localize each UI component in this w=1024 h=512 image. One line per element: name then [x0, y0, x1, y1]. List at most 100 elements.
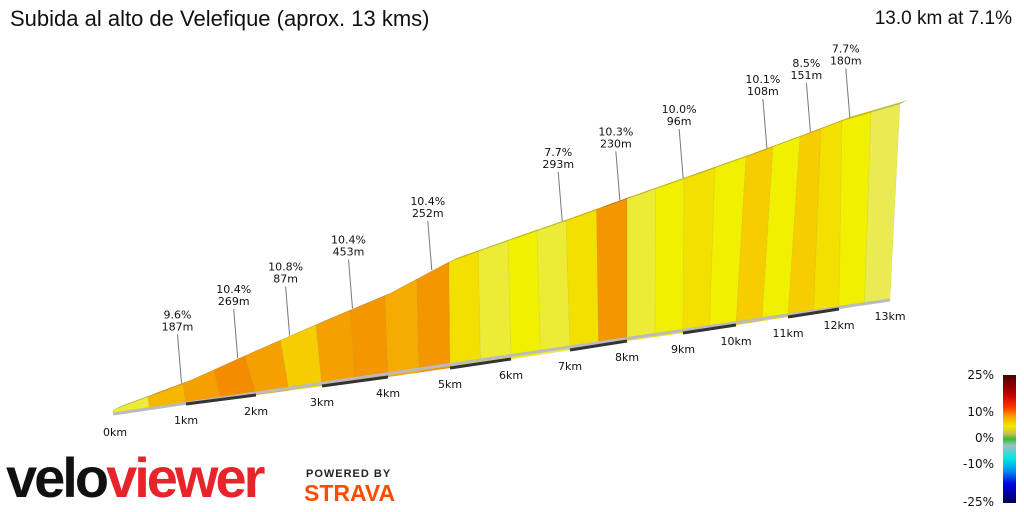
x-tick-label: 10km	[720, 335, 751, 348]
segment-top-surface	[746, 143, 781, 157]
x-tick-label: 12km	[823, 319, 854, 332]
page-title: Subida al alto de Velefique (aprox. 13 k…	[10, 6, 430, 31]
x-tick-label: 1km	[174, 414, 198, 427]
strava-logo[interactable]: STRAVA	[304, 480, 396, 506]
annotation-leader	[427, 221, 433, 271]
annotation-leader	[845, 68, 851, 118]
km-band	[569, 339, 628, 352]
gradient-segment	[350, 295, 389, 382]
annotation-length: 293m	[542, 158, 574, 171]
x-tick-label: 0km	[103, 426, 127, 439]
annotation-gradient: 10.4%	[331, 234, 366, 247]
x-tick-label: 8km	[615, 351, 639, 364]
annotation-leader	[615, 151, 621, 201]
annotation-gradient: 7.7%	[832, 42, 860, 55]
baseline	[112, 298, 891, 416]
segment-top-surface	[800, 125, 829, 137]
annotation-gradient: 9.6%	[164, 308, 192, 321]
segment-top-surface	[773, 133, 808, 147]
annotation-gradient: 7.7%	[544, 146, 572, 159]
gradient-segment	[315, 310, 356, 387]
km-band	[185, 393, 257, 406]
segment-top-surface	[821, 117, 850, 129]
gradient-segment	[478, 240, 512, 364]
segment-top-surface	[871, 100, 908, 113]
segment-top-surface	[417, 258, 457, 279]
annotation-length: 180m	[830, 54, 862, 67]
km-band	[449, 357, 512, 370]
gradient-segment	[536, 220, 571, 355]
segment-top-surface	[596, 195, 635, 210]
veloviewer-logo[interactable]: veloviewer	[6, 446, 265, 509]
annotation-gradient: 10.3%	[598, 125, 633, 138]
annotation-leader	[233, 309, 239, 359]
segment-top-surface	[280, 321, 324, 341]
annotation-leader	[557, 171, 563, 222]
annotation-leader	[805, 82, 811, 132]
x-tick-label: 2km	[244, 405, 268, 418]
legend-label: 10%	[967, 405, 994, 419]
segment-top-surface	[449, 247, 487, 262]
gradient-segment	[507, 230, 541, 360]
x-tick-label: 9km	[671, 343, 695, 356]
segment-top-surface	[566, 206, 605, 221]
segment-top-surface	[148, 380, 191, 397]
km-band	[682, 323, 737, 335]
annotation-length: 230m	[600, 137, 632, 150]
annotation-length: 87m	[273, 272, 298, 285]
x-tick-label: 11km	[772, 327, 803, 340]
segment-top-surface	[508, 227, 545, 241]
climb-summary: 13.0 km at 7.1%	[874, 8, 1012, 29]
km-band	[321, 375, 389, 388]
powered-by-label: POWERED BY	[306, 468, 392, 480]
segment-top-surface	[316, 306, 359, 325]
legend-label: -25%	[962, 495, 994, 509]
x-tick-label: 4km	[376, 387, 400, 400]
gradient-segment	[448, 251, 481, 369]
legend-label: -10%	[962, 457, 994, 471]
segment-top-surface	[842, 108, 879, 121]
annotation-length: 187m	[162, 320, 194, 333]
segment-top-surface	[627, 185, 664, 199]
annotation-gradient: 10.1%	[745, 73, 780, 86]
x-tick-label: 6km	[499, 369, 523, 382]
gradient-segment	[416, 261, 451, 373]
gradient-segment	[626, 188, 656, 342]
annotation-leader	[177, 334, 182, 384]
annotation-leader	[285, 286, 291, 336]
annotation-gradient: 8.5%	[792, 57, 820, 70]
gradient-segment	[654, 178, 685, 338]
segment-top-surface	[684, 164, 723, 179]
segment-top-surface	[385, 275, 425, 296]
annotation-length: 252m	[412, 207, 444, 220]
annotation-leader	[348, 259, 353, 309]
segment-top-surface	[183, 366, 222, 384]
segment-top-surface	[245, 336, 289, 356]
annotation-length: 269m	[218, 295, 250, 308]
annotation-length: 151m	[791, 69, 823, 82]
km-band	[787, 307, 840, 319]
annotation-length: 108m	[747, 85, 779, 98]
annotation-gradient: 10.0%	[662, 103, 697, 116]
segment-top-surface	[350, 292, 393, 311]
legend-label: 0%	[974, 431, 994, 445]
x-tick-label: 5km	[438, 378, 462, 391]
x-tick-label: 3km	[310, 396, 334, 409]
segment-top-surface	[715, 153, 754, 168]
annotation-leader	[762, 98, 768, 149]
annotation-length: 453m	[333, 246, 365, 259]
segment-top-surface	[655, 175, 692, 189]
x-tick-label: 7km	[558, 360, 582, 373]
legend-label: 25%	[967, 368, 994, 382]
segment-top-surface	[478, 237, 516, 252]
annotation-leader	[678, 128, 684, 179]
segment-top-surface	[214, 352, 253, 370]
segment-top-surface	[113, 393, 156, 410]
gradient-segment	[596, 198, 628, 346]
annotation-length: 96m	[667, 115, 692, 128]
segment-top-surface	[537, 217, 574, 231]
annotation-gradient: 10.8%	[268, 260, 303, 273]
gradient-segment	[384, 278, 420, 378]
annotation-gradient: 10.4%	[216, 283, 251, 296]
